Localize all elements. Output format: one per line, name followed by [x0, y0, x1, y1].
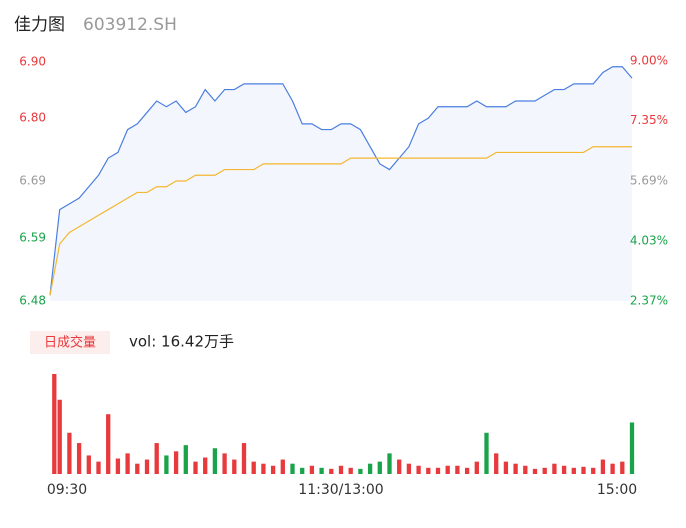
volume-bar	[464, 467, 470, 474]
volume-bar	[523, 465, 528, 474]
volume-bar	[96, 461, 101, 474]
volume-bar	[106, 414, 111, 474]
volume-bar	[435, 467, 441, 474]
volume-bar	[581, 466, 586, 474]
volume-bar	[222, 453, 227, 474]
volume-bar	[416, 465, 421, 474]
volume-bar	[261, 463, 266, 474]
y-tick-label: 6.48	[19, 294, 46, 308]
volume-bar	[125, 453, 130, 474]
volume-bar	[115, 458, 121, 474]
volume-bar	[193, 461, 198, 474]
volume-bar	[203, 457, 208, 474]
volume-bar	[561, 465, 567, 474]
volume-bar	[270, 465, 276, 474]
volume-bar	[348, 467, 353, 474]
volume-bar	[154, 443, 159, 474]
price-line	[49, 66, 633, 296]
stock-code: 603912.SH	[83, 15, 177, 35]
volume-bar	[503, 461, 509, 474]
volume-bar	[57, 399, 62, 474]
stock-name: 佳力图	[14, 15, 65, 35]
volume-bar	[610, 463, 615, 474]
volume-bar	[251, 461, 256, 474]
volume-bar	[387, 453, 392, 474]
x-tick-label: 11:30/13:00	[298, 482, 383, 498]
volume-bar	[329, 468, 334, 474]
volume-bar	[52, 374, 57, 474]
volume-bar	[600, 459, 606, 474]
volume-bar	[144, 459, 150, 474]
y2-tick-label: 4.03%	[630, 233, 668, 247]
y2-tick-label: 5.69%	[630, 173, 668, 187]
volume-label: 日成交量	[44, 335, 96, 351]
volume-bar	[183, 445, 188, 474]
volume-bar	[620, 461, 625, 474]
volume-bar	[319, 467, 324, 474]
volume-bar	[455, 465, 460, 474]
volume-bar	[86, 455, 91, 474]
volume-bar	[629, 422, 635, 474]
volume-bar	[309, 465, 315, 474]
volume-bar	[367, 463, 373, 474]
volume-bar	[135, 463, 140, 474]
volume-bar	[397, 459, 402, 474]
volume-bar	[591, 467, 596, 474]
volume-text: vol: 16.42万手	[129, 333, 234, 351]
y-tick-label: 6.90	[19, 55, 46, 69]
price-area	[50, 66, 632, 301]
volume-bar	[532, 468, 538, 474]
y2-tick-label: 7.35%	[630, 113, 668, 127]
volume-bar	[232, 459, 237, 474]
volume-bar	[164, 455, 169, 474]
volume-bar	[76, 443, 82, 474]
volume-bar	[571, 467, 576, 474]
volume-bar	[377, 461, 382, 474]
volume-label-box	[30, 331, 110, 354]
volume-bar	[358, 468, 363, 474]
volume-bar	[513, 463, 518, 474]
volume-bar	[280, 459, 285, 474]
volume-bar	[552, 463, 557, 474]
x-tick-label: 09:30	[47, 482, 87, 498]
average-line	[49, 146, 632, 296]
volume-bar	[474, 461, 479, 474]
x-tick-label: 15:00	[597, 482, 637, 498]
volume-bar	[426, 467, 431, 474]
volume-bar	[445, 465, 450, 474]
y-tick-label: 6.59	[19, 231, 46, 245]
volume-bar	[173, 451, 179, 474]
volume-bar	[494, 453, 499, 474]
volume-bar	[67, 432, 72, 474]
y2-tick-label: 9.00%	[630, 54, 668, 68]
volume-bar	[542, 467, 547, 474]
volume-bar	[241, 443, 247, 474]
volume-bar	[338, 465, 344, 474]
volume-bar	[290, 463, 295, 474]
volume-bar	[300, 467, 305, 474]
y-tick-label: 6.80	[19, 111, 46, 125]
volume-bar	[484, 432, 489, 474]
volume-bar	[406, 463, 412, 474]
y-tick-label: 6.69	[19, 174, 46, 188]
volume-bar	[212, 448, 218, 474]
y2-tick-label: 2.37%	[630, 294, 668, 308]
